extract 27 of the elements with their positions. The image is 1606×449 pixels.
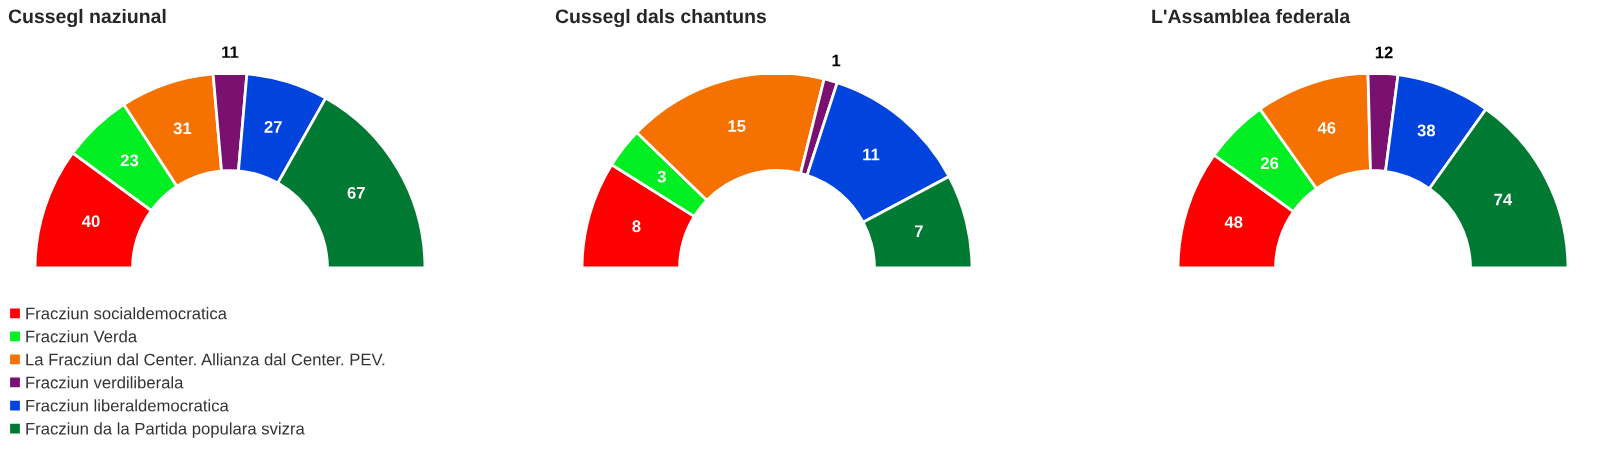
data-label: 67 xyxy=(347,186,365,199)
legend-label: Fracziun da la Partida populara svizra xyxy=(26,422,305,438)
legend-label: La Fracziun dal Center. Allianza dal Center. PEV. xyxy=(26,353,385,366)
data-label: 12 xyxy=(1375,46,1393,59)
data-label: 7 xyxy=(914,225,923,237)
data-label: 15 xyxy=(728,120,746,132)
data-label: 38 xyxy=(1417,124,1436,137)
data-label: 3 xyxy=(657,170,666,183)
chart-title: Cussegl dals chantuns xyxy=(555,8,766,28)
data-label: 26 xyxy=(1260,157,1279,170)
chart-title: Cussegl naziunal xyxy=(8,8,166,28)
data-label: 27 xyxy=(264,120,282,133)
data-label: 48 xyxy=(1224,216,1243,229)
chart-title: L'Assamblea federala xyxy=(1152,8,1351,24)
legend-label: Fracziun Verda xyxy=(26,330,138,343)
data-label: 31 xyxy=(173,122,192,135)
data-label: 11 xyxy=(222,46,239,58)
data-label: 46 xyxy=(1317,121,1336,134)
data-label: 1 xyxy=(832,54,841,67)
data-label: 40 xyxy=(82,215,100,228)
data-label: 11 xyxy=(863,148,880,161)
legend-label: Fracziun verdiliberala xyxy=(26,376,184,389)
data-label: 74 xyxy=(1494,193,1513,206)
legend-label: Fracziun socialdemocratica xyxy=(26,307,227,320)
data-label: 23 xyxy=(120,154,139,167)
legend-label: Fracziun liberaldemocratica xyxy=(26,399,229,412)
data-label: 8 xyxy=(632,220,641,233)
